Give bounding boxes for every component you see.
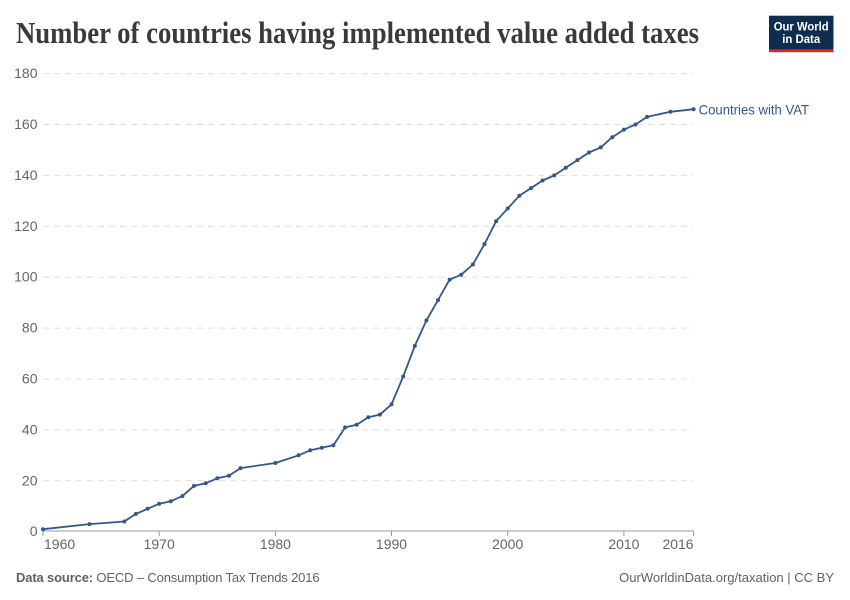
svg-text:20: 20 [22, 472, 38, 488]
svg-text:2000: 2000 [492, 536, 523, 552]
svg-text:120: 120 [14, 218, 38, 234]
svg-text:1990: 1990 [376, 536, 407, 552]
svg-text:Data source: OECD – Consumptio: Data source: OECD – Consumption Tax Tren… [16, 570, 319, 585]
svg-text:140: 140 [14, 167, 38, 183]
svg-text:1980: 1980 [260, 536, 291, 552]
svg-text:2016: 2016 [662, 536, 693, 552]
svg-text:2010: 2010 [608, 536, 639, 552]
svg-text:160: 160 [14, 116, 38, 132]
svg-text:in Data: in Data [782, 32, 820, 46]
svg-text:OurWorldinData.org/taxation |: OurWorldinData.org/taxation | CC BY [619, 570, 834, 585]
svg-text:100: 100 [14, 269, 38, 285]
svg-text:1960: 1960 [44, 536, 75, 552]
svg-text:80: 80 [22, 320, 38, 336]
svg-text:60: 60 [22, 371, 38, 387]
svg-text:40: 40 [22, 421, 38, 437]
svg-text:Number of countries having imp: Number of countries having implemented v… [16, 15, 699, 50]
svg-text:Countries with VAT: Countries with VAT [699, 102, 810, 118]
svg-text:180: 180 [14, 65, 38, 81]
svg-text:Our World: Our World [774, 20, 829, 34]
svg-text:0: 0 [30, 523, 38, 539]
svg-text:1970: 1970 [144, 536, 175, 552]
